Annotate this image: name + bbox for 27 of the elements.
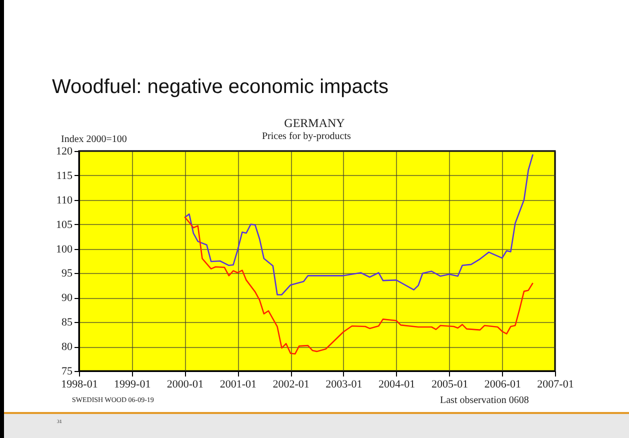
y-tick-label: 105 [56, 218, 73, 231]
y-tick-label: 115 [56, 170, 73, 182]
y-tick-label: 85 [62, 316, 73, 329]
y-tick-label: 90 [62, 292, 73, 304]
x-tick-label: 2007-01 [537, 378, 574, 390]
y-tick-label: 120 [56, 146, 73, 158]
chart-subtitle: GERMANY [283, 116, 346, 131]
y-tick-label: 95 [62, 268, 73, 280]
y-tick-label: 110 [56, 194, 73, 206]
y-axis-title: Index 2000=100 [61, 134, 127, 145]
y-tick-label: 80 [62, 341, 73, 354]
x-tick-label: 1999-01 [114, 378, 151, 390]
x-tick-label: 2002-01 [272, 378, 310, 390]
x-tick-label: 2001-01 [220, 378, 257, 390]
line-series [184, 154, 534, 296]
x-tick-label: 2006-01 [484, 378, 521, 390]
text: Last observation 0608 [440, 395, 529, 406]
x-tick-label: 2005-01 [431, 378, 468, 390]
x-tick-label: 1998-01 [61, 378, 98, 390]
x-tick-label: 2000-01 [166, 378, 204, 390]
chart-title: Woodfuel: negative economic impacts [52, 76, 388, 99]
text: Prices for by-products [262, 131, 351, 142]
y-tick-label: 75 [62, 366, 73, 378]
y-tick-label: 100 [56, 243, 73, 256]
x-tick-label: 2004-01 [378, 378, 416, 390]
line-series [184, 216, 534, 355]
x-tick-label: 2003-01 [326, 378, 362, 390]
